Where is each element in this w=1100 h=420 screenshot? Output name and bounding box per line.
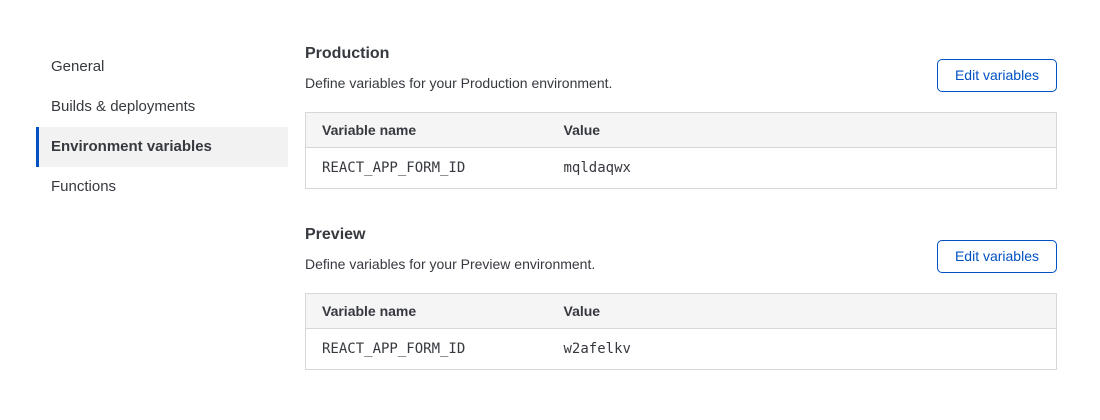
preview-section: Preview Define variables for your Previe…	[305, 225, 1057, 370]
production-section-title: Production	[305, 45, 390, 62]
table-header-row: Variable name Value	[305, 293, 1057, 329]
preview-variables-table: Variable name Value REACT_APP_FORM_ID w2…	[305, 293, 1057, 370]
environment-variables-content: Production Define variables for your Pro…	[305, 0, 1057, 420]
table-row: REACT_APP_FORM_ID mqldaqwx	[306, 148, 1057, 189]
variable-name-cell: REACT_APP_FORM_ID	[322, 160, 466, 176]
variable-value-cell: mqldaqwx	[563, 160, 631, 176]
settings-sidebar: General Builds & deployments Environment…	[36, 0, 288, 420]
table-row: REACT_APP_FORM_ID w2afelkv	[306, 329, 1057, 370]
preview-section-title: Preview	[305, 226, 366, 243]
production-section: Production Define variables for your Pro…	[305, 44, 1057, 189]
preview-section-description: Define variables for your Preview enviro…	[305, 256, 596, 272]
variable-name-cell: REACT_APP_FORM_ID	[322, 341, 466, 357]
sidebar-item-environment-variables[interactable]: Environment variables	[36, 127, 288, 167]
column-header-variable-name: Variable name	[305, 293, 548, 329]
production-section-description: Define variables for your Production env…	[305, 75, 613, 91]
sidebar-item-functions[interactable]: Functions	[51, 178, 117, 195]
column-header-variable-name: Variable name	[305, 112, 548, 148]
edit-variables-button-preview[interactable]: Edit variables	[936, 240, 1057, 273]
table-header-row: Variable name Value	[305, 112, 1057, 148]
sidebar-item-general[interactable]: General	[51, 58, 105, 75]
column-header-value: Value	[547, 293, 1057, 329]
variable-value-cell: w2afelkv	[563, 341, 631, 357]
edit-variables-button-production[interactable]: Edit variables	[936, 59, 1057, 92]
production-variables-table: Variable name Value REACT_APP_FORM_ID mq…	[305, 112, 1057, 189]
sidebar-item-builds-deployments[interactable]: Builds & deployments	[51, 98, 196, 115]
column-header-value: Value	[547, 112, 1057, 148]
